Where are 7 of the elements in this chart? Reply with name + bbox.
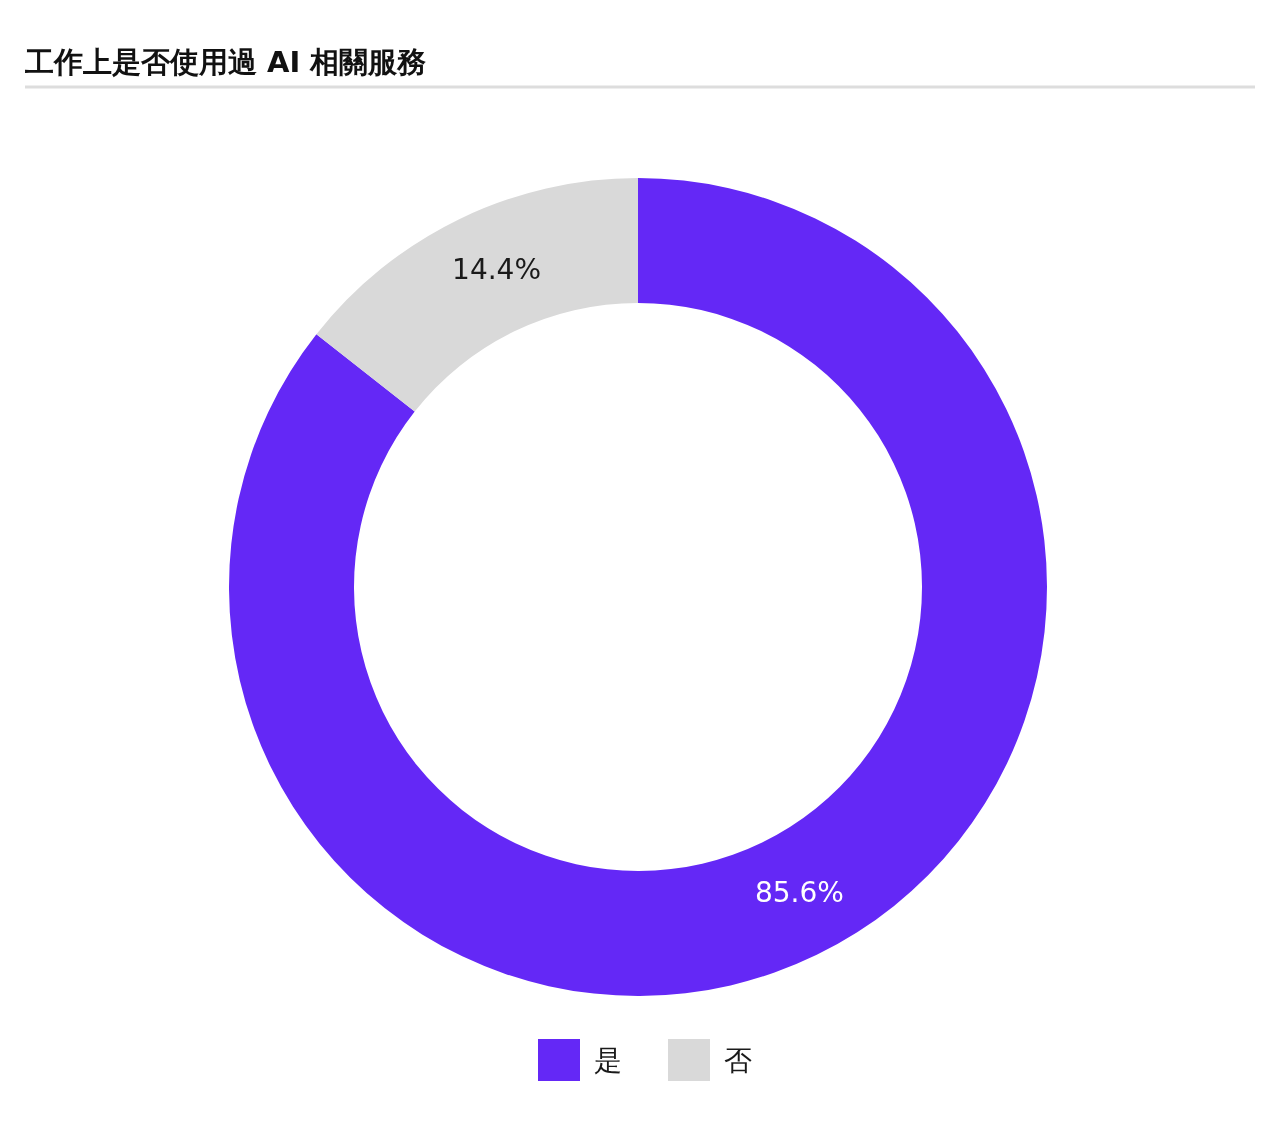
data-label: 14.4% xyxy=(452,252,542,286)
donut-slice xyxy=(229,178,1047,996)
data-label: 85.6% xyxy=(754,876,844,910)
chart-title: 工作上是否使用過 AI 相關服務 xyxy=(24,45,427,79)
legend-label: 是 xyxy=(594,1043,622,1077)
donut-slice xyxy=(316,178,638,412)
legend-label: 否 xyxy=(724,1043,752,1077)
